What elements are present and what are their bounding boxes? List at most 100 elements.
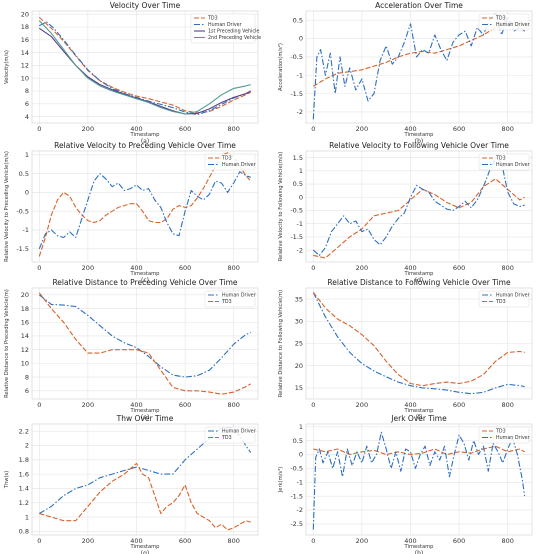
x-tick-label: 200: [356, 125, 368, 133]
y-tick-label: 1: [299, 423, 303, 431]
y-axis-label: Thw(s): [4, 471, 10, 489]
panel-caption: (g): [141, 550, 150, 554]
plot-frame: [305, 423, 533, 536]
x-tick-label: 600: [179, 264, 191, 272]
series-line: [313, 19, 526, 87]
x-tick-label: 600: [453, 125, 465, 133]
series-line: [313, 445, 525, 456]
panel-caption: (e): [141, 414, 149, 421]
x-tick-label: 800: [227, 537, 239, 545]
y-tick-label: 8: [25, 373, 29, 381]
y-tick-label: 10: [21, 74, 29, 82]
x-axis-label: Timestamp: [404, 544, 435, 550]
y-tick-label: -1.5: [290, 90, 303, 98]
x-tick-label: 600: [179, 401, 191, 409]
x-tick-label: 200: [82, 125, 94, 133]
plot-frame: [305, 10, 533, 124]
y-tick-label: 20: [295, 362, 303, 370]
chart-panel: 0 200 400 600 800 -2 -1.5 -1 -0.5 0 0.5 Acceleratio…: [278, 1, 533, 145]
panel-caption: (c): [141, 277, 149, 284]
y-tick-label: 20: [21, 291, 29, 299]
panel-caption: (d): [415, 277, 424, 284]
y-tick-label: 1: [25, 513, 29, 521]
plot-frame: [305, 287, 533, 400]
legend-label: TD3: [495, 156, 506, 162]
legend-label: TD3: [221, 299, 232, 305]
legend-label: Human Driver: [496, 162, 530, 168]
y-tick-label: 35: [295, 295, 303, 303]
y-tick-label: 30: [295, 318, 303, 326]
x-tick-label: 600: [453, 264, 465, 272]
x-tick-label: 200: [356, 264, 368, 272]
y-tick-label: 0.5: [293, 16, 303, 24]
x-tick-label: 800: [501, 401, 513, 409]
x-tick-label: 200: [356, 401, 368, 409]
chart-panel: 0 200 400 600 800 15 20 25 30 35 Relative Distance…: [278, 278, 533, 421]
series-line: [38, 294, 251, 378]
x-axis-label: Timestamp: [130, 271, 161, 277]
x-tick-label: 400: [404, 125, 416, 133]
x-tick-label: 0: [37, 537, 41, 545]
y-tick-label: -2: [297, 108, 303, 116]
y-tick-label: 10: [21, 360, 29, 368]
y-axis-label: Relative Distance to Preceding Vehicle(m…: [4, 289, 10, 398]
y-tick-label: -1: [297, 71, 303, 79]
y-tick-label: 16: [21, 36, 29, 44]
y-tick-label: -2: [297, 246, 303, 254]
chart-title: Relative Velocity to Following Vehicle O…: [329, 141, 509, 150]
y-tick-label: 1: [299, 167, 303, 175]
y-tick-label: -0.5: [16, 207, 29, 215]
plot-frame: [31, 150, 259, 263]
y-tick-label: -1: [297, 478, 303, 486]
y-tick-label: -0.5: [290, 465, 303, 473]
chart-title: Relative Distance to Following Vehicle O…: [327, 278, 511, 287]
y-tick-label: 20: [21, 10, 29, 18]
x-tick-label: 200: [356, 537, 368, 545]
x-tick-label: 0: [37, 125, 41, 133]
x-tick-label: 400: [130, 264, 142, 272]
x-tick-label: 800: [227, 264, 239, 272]
y-tick-label: 0: [299, 35, 303, 43]
y-tick-label: 6: [25, 387, 29, 395]
plot-frame: [31, 423, 259, 536]
plot-frame: [31, 10, 259, 124]
y-tick-label: 12: [21, 62, 29, 70]
x-tick-label: 600: [453, 401, 465, 409]
y-tick-label: -2: [297, 506, 303, 514]
panel-caption: (h): [415, 550, 423, 554]
legend-label: Human Driver: [496, 22, 530, 28]
y-axis-label: Relative Distance to Following Vehicle(m…: [278, 290, 284, 397]
y-tick-label: 0: [299, 451, 303, 459]
x-tick-label: 200: [82, 401, 94, 409]
x-tick-label: 0: [311, 264, 315, 272]
x-axis-label: Timestamp: [130, 544, 161, 550]
x-tick-label: 800: [501, 537, 513, 545]
x-axis-label: Timestamp: [404, 271, 435, 277]
y-tick-label: 4: [25, 113, 29, 121]
legend-label: TD3: [207, 16, 218, 22]
legend-label: 2nd Preceding Vehicle: [208, 35, 261, 41]
x-tick-label: 400: [404, 401, 416, 409]
x-tick-label: 800: [227, 401, 239, 409]
series-line: [312, 292, 525, 395]
series-line: [38, 16, 251, 114]
series-line: [312, 157, 525, 256]
series-line: [39, 21, 251, 116]
chart-panel: 0 200 400 600 800 4 6 8 10 12 14 16 18 20 Velocity Ove…: [4, 1, 261, 145]
y-tick-label: 0.5: [19, 170, 29, 178]
chart-panel: 0 200 400 600 800 -2.5 -2 -1.5 -1 -0.5 0 0.5 1 Jerk O…: [278, 414, 533, 554]
y-tick-label: 1: [25, 151, 29, 159]
y-axis-label: Acceleration(m/s²): [278, 43, 284, 91]
y-tick-label: 6: [25, 100, 29, 108]
x-tick-label: 400: [130, 537, 142, 545]
y-tick-label: -1.5: [290, 492, 303, 500]
y-tick-label: 2: [25, 442, 29, 450]
chart-title: Velocity Over Time: [110, 1, 181, 10]
y-tick-label: -0.5: [290, 53, 303, 61]
panel-caption: (b): [415, 138, 424, 145]
y-tick-label: 1.6: [19, 470, 29, 478]
x-tick-label: 0: [311, 401, 315, 409]
y-tick-label: 1.8: [19, 456, 29, 464]
y-tick-label: 14: [21, 332, 29, 340]
x-tick-label: 400: [404, 264, 416, 272]
